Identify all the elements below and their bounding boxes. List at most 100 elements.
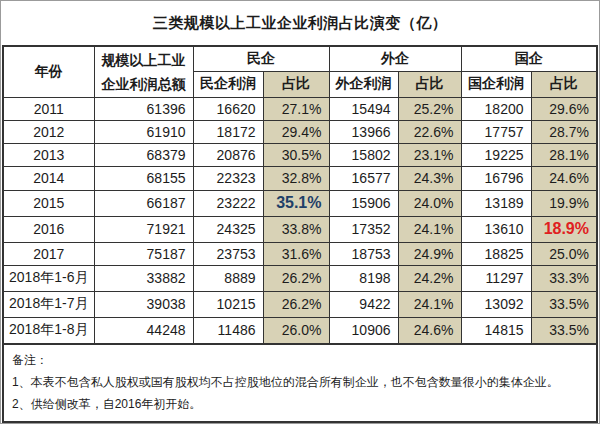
value-cell: 33.8% xyxy=(263,216,329,242)
year-cell: 2012 xyxy=(3,120,94,143)
note-line-1: 1、本表不包含私人股权或国有股权均不占控股地位的混合所有制企业，也不包含数量很小… xyxy=(12,371,588,393)
value-cell: 68155 xyxy=(94,167,193,190)
value-cell: 30.5% xyxy=(263,144,329,167)
value-cell: 9422 xyxy=(329,291,398,317)
value-cell: 11297 xyxy=(461,265,531,291)
year-cell: 2018年1-7月 xyxy=(3,291,94,317)
value-cell: 13189 xyxy=(461,190,531,216)
value-cell: 44248 xyxy=(94,317,193,344)
col-header-year: 年份 xyxy=(3,46,94,97)
value-cell: 13092 xyxy=(461,291,531,317)
group-header-state: 国企 xyxy=(461,46,597,71)
col-header-state-share: 占比 xyxy=(531,71,597,97)
value-cell: 16796 xyxy=(461,167,531,190)
value-cell: 13966 xyxy=(329,120,398,143)
value-cell: 33882 xyxy=(94,265,193,291)
value-cell: 25.2% xyxy=(398,97,461,120)
col-header-foreign-share: 占比 xyxy=(398,71,461,97)
value-cell: 71921 xyxy=(94,216,193,242)
table-row: 2017751872375331.6%1875324.9%1882525.0% xyxy=(3,242,597,265)
col-header-private-profit: 民企利润 xyxy=(193,71,263,97)
value-cell: 24325 xyxy=(193,216,263,242)
table-row: 2015661872322235.1%1590624.0%1318919.9% xyxy=(3,190,597,216)
col-header-total: 规模以上工业 企业利润总额 xyxy=(94,46,193,97)
value-cell: 24.0% xyxy=(398,190,461,216)
year-cell: 2018年1-8月 xyxy=(3,317,94,344)
table-row: 2018年1-6月33882888926.2%819824.2%1129733.… xyxy=(3,265,597,291)
table-row: 2012619101817229.4%1396622.6%1775728.7% xyxy=(3,120,597,143)
value-cell: 18753 xyxy=(329,242,398,265)
value-cell: 19.9% xyxy=(531,190,597,216)
value-cell: 27.1% xyxy=(263,97,329,120)
value-cell: 23753 xyxy=(193,242,263,265)
value-cell: 32.8% xyxy=(263,167,329,190)
value-cell: 28.7% xyxy=(531,120,597,143)
value-cell: 33.5% xyxy=(531,317,597,344)
value-cell: 26.0% xyxy=(263,317,329,344)
notes: 备注： 1、本表不包含私人股权或国有股权均不占控股地位的混合所有制企业，也不包含… xyxy=(2,345,598,423)
report-figure: 三类规模以上工业企业利润占比演变（亿） 年份 规模以上工业 企业利润总额 民企 … xyxy=(0,0,600,424)
value-cell: 24.1% xyxy=(398,291,461,317)
profit-table: 年份 规模以上工业 企业利润总额 民企 外企 国企 民企利润 占比 外企利润 占… xyxy=(2,45,598,345)
value-cell: 24.3% xyxy=(398,167,461,190)
value-cell: 22323 xyxy=(193,167,263,190)
value-cell: 26.2% xyxy=(263,265,329,291)
value-cell: 10215 xyxy=(193,291,263,317)
year-cell: 2013 xyxy=(3,144,94,167)
year-cell: 2014 xyxy=(3,167,94,190)
group-header-private: 民企 xyxy=(193,46,329,71)
value-cell: 14815 xyxy=(461,317,531,344)
value-cell: 20876 xyxy=(193,144,263,167)
table-row: 2014681552232332.8%1657724.3%1679624.6% xyxy=(3,167,597,190)
value-cell: 19225 xyxy=(461,144,531,167)
value-cell: 24.1% xyxy=(398,216,461,242)
year-cell: 2018年1-6月 xyxy=(3,265,94,291)
value-cell: 66187 xyxy=(94,190,193,216)
value-cell: 61396 xyxy=(94,97,193,120)
value-cell: 28.1% xyxy=(531,144,597,167)
value-cell: 10906 xyxy=(329,317,398,344)
table-row: 2018年1-8月442481148626.0%1090624.6%148153… xyxy=(3,317,597,344)
value-cell: 18825 xyxy=(461,242,531,265)
value-cell: 61910 xyxy=(94,120,193,143)
value-cell: 8198 xyxy=(329,265,398,291)
table-row: 2018年1-7月390381021526.2%942224.1%1309233… xyxy=(3,291,597,317)
value-cell: 18.9% xyxy=(531,216,597,242)
table-row: 2013683792087630.5%1580223.1%1922528.1% xyxy=(3,144,597,167)
value-cell: 31.6% xyxy=(263,242,329,265)
year-cell: 2016 xyxy=(3,216,94,242)
value-cell: 17352 xyxy=(329,216,398,242)
year-cell: 2017 xyxy=(3,242,94,265)
value-cell: 8889 xyxy=(193,265,263,291)
value-cell: 68379 xyxy=(94,144,193,167)
value-cell: 24.9% xyxy=(398,242,461,265)
value-cell: 18172 xyxy=(193,120,263,143)
col-header-private-share: 占比 xyxy=(263,71,329,97)
value-cell: 25.0% xyxy=(531,242,597,265)
value-cell: 33.5% xyxy=(531,291,597,317)
value-cell: 33.3% xyxy=(531,265,597,291)
note-line-2: 2、供给侧改革，自2016年初开始。 xyxy=(12,393,588,415)
value-cell: 29.6% xyxy=(531,97,597,120)
table-row: 2011613961662027.1%1549425.2%1820029.6% xyxy=(3,97,597,120)
col-header-total-line2: 企业利润总额 xyxy=(95,72,193,96)
value-cell: 24.2% xyxy=(398,265,461,291)
col-header-foreign-profit: 外企利润 xyxy=(329,71,398,97)
value-cell: 24.6% xyxy=(398,317,461,344)
notes-label: 备注： xyxy=(12,349,588,371)
value-cell: 29.4% xyxy=(263,120,329,143)
value-cell: 39038 xyxy=(94,291,193,317)
value-cell: 23.1% xyxy=(398,144,461,167)
value-cell: 15494 xyxy=(329,97,398,120)
value-cell: 17757 xyxy=(461,120,531,143)
value-cell: 15802 xyxy=(329,144,398,167)
col-header-state-profit: 国企利润 xyxy=(461,71,531,97)
group-header-foreign: 外企 xyxy=(329,46,461,71)
value-cell: 23222 xyxy=(193,190,263,216)
year-cell: 2015 xyxy=(3,190,94,216)
value-cell: 15906 xyxy=(329,190,398,216)
table-row: 2016719212432533.8%1735224.1%1361018.9% xyxy=(3,216,597,242)
value-cell: 13610 xyxy=(461,216,531,242)
value-cell: 22.6% xyxy=(398,120,461,143)
value-cell: 16577 xyxy=(329,167,398,190)
